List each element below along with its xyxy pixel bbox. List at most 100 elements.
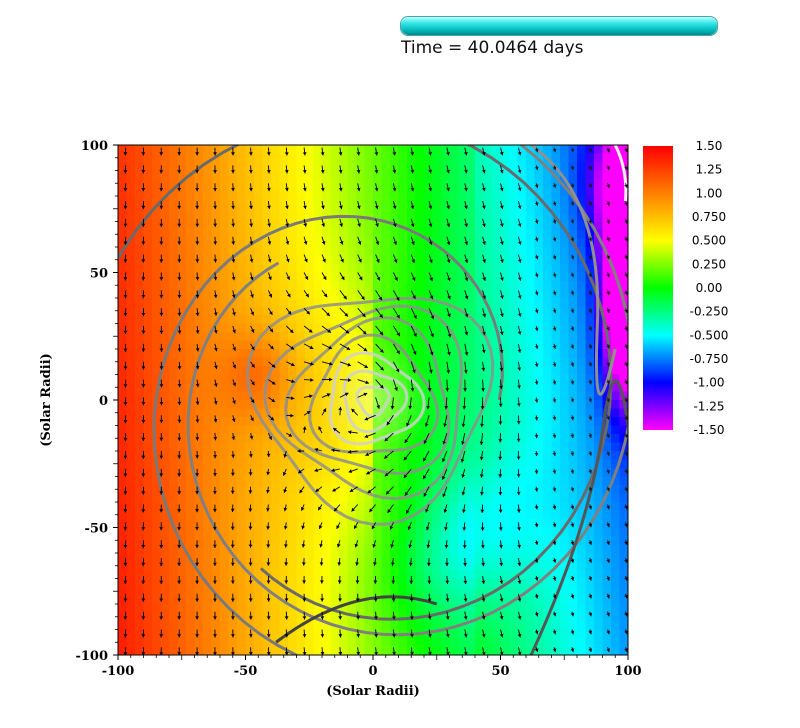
heatmap-cell — [619, 213, 628, 223]
heatmap-cell — [271, 221, 281, 231]
heatmap-cell — [279, 476, 289, 486]
heatmap-cell — [313, 332, 323, 342]
heatmap-cell — [560, 527, 570, 537]
heatmap-cell — [177, 332, 187, 342]
heatmap-cell — [254, 213, 264, 223]
heatmap-cell — [279, 629, 289, 639]
heatmap-cell — [135, 595, 145, 605]
heatmap-cell — [373, 179, 383, 189]
heatmap-cell — [356, 544, 366, 554]
heatmap-cell — [313, 561, 323, 571]
heatmap-cell — [526, 570, 536, 580]
vector-arrow — [159, 433, 164, 441]
heatmap-cell — [543, 281, 553, 291]
heatmap-cell — [177, 153, 187, 163]
heatmap-cell — [492, 408, 502, 418]
heatmap-cell — [483, 204, 493, 214]
vector-arrow — [320, 593, 324, 602]
heatmap-cell — [509, 527, 519, 537]
heatmap-cell — [177, 604, 187, 614]
heatmap-cell — [194, 213, 204, 223]
vector-arrow — [141, 218, 146, 227]
heatmap-cell — [279, 459, 289, 469]
heatmap-cell — [432, 315, 442, 325]
heatmap-cell — [500, 238, 510, 248]
heatmap-cell — [160, 459, 170, 469]
heatmap-cell — [160, 332, 170, 342]
vector-arrow — [123, 629, 128, 638]
vector-arrow — [195, 379, 200, 388]
heatmap-cell — [611, 187, 621, 197]
heatmap-cell — [262, 612, 272, 622]
heatmap-cell — [483, 298, 493, 308]
vector-arrow — [213, 540, 217, 548]
heatmap-cell — [186, 468, 196, 478]
heatmap-cell — [194, 247, 204, 257]
heatmap-cell — [322, 595, 332, 605]
heatmap-cell — [143, 323, 153, 333]
heatmap-cell — [245, 646, 255, 655]
heatmap-cell — [568, 281, 578, 291]
heatmap-cell — [296, 391, 306, 401]
heatmap-cell — [330, 179, 340, 189]
heatmap-cell — [220, 502, 230, 512]
heatmap-cell — [526, 646, 536, 655]
vector-arrow — [357, 379, 370, 385]
vector-arrow — [123, 415, 128, 424]
heatmap-cell — [220, 332, 230, 342]
heatmap-cell — [288, 213, 298, 223]
heatmap-cell — [602, 238, 612, 248]
vector-arrow — [231, 201, 235, 210]
heatmap-cell — [228, 281, 238, 291]
heatmap-cell — [390, 187, 400, 197]
heatmap-cell — [339, 204, 349, 214]
heatmap-cell — [424, 264, 434, 274]
heatmap-cell — [271, 587, 281, 597]
vector-arrow — [357, 218, 361, 228]
vector-arrow — [403, 468, 412, 479]
heatmap-cell — [500, 323, 510, 333]
heatmap-cell — [407, 570, 417, 580]
vector-arrow — [248, 522, 253, 530]
vector-arrow — [249, 218, 254, 227]
heatmap-cell — [177, 451, 187, 461]
heatmap-cell — [364, 570, 374, 580]
heatmap-cell — [211, 204, 221, 214]
heatmap-cell — [526, 476, 536, 486]
heatmap-cell — [441, 349, 451, 359]
vector-arrow — [374, 629, 378, 638]
heatmap-cell — [262, 289, 272, 299]
heatmap-cell — [466, 213, 476, 223]
heatmap-cell — [398, 553, 408, 563]
heatmap-cell — [415, 434, 425, 444]
vector-arrow — [428, 325, 434, 338]
vector-arrow — [534, 308, 539, 314]
vector-arrow — [266, 450, 271, 458]
heatmap-cell — [517, 400, 527, 410]
heatmap-cell — [339, 340, 349, 350]
heatmap-cell — [373, 247, 383, 257]
heatmap-cell — [415, 289, 425, 299]
heatmap-cell — [203, 366, 213, 376]
vector-arrow — [195, 611, 199, 620]
heatmap-cell — [203, 187, 213, 197]
heatmap-cell — [475, 238, 485, 248]
heatmap-cell — [211, 298, 221, 308]
heatmap-cell — [262, 604, 272, 614]
heatmap-cell — [415, 357, 425, 367]
heatmap-cell — [509, 153, 519, 163]
heatmap-cell — [313, 153, 323, 163]
heatmap-cell — [152, 476, 162, 486]
heatmap-cell — [288, 553, 298, 563]
vector-arrow — [356, 183, 361, 192]
heatmap-cell — [194, 459, 204, 469]
heatmap-cell — [594, 340, 604, 350]
heatmap-cell — [194, 476, 204, 486]
heatmap-cell — [220, 213, 230, 223]
heatmap-cell — [415, 349, 425, 359]
heatmap-cell — [169, 553, 179, 563]
vector-arrow — [624, 611, 628, 617]
heatmap-cell — [135, 502, 145, 512]
heatmap-cell — [492, 459, 502, 469]
heatmap-cell — [211, 442, 221, 452]
